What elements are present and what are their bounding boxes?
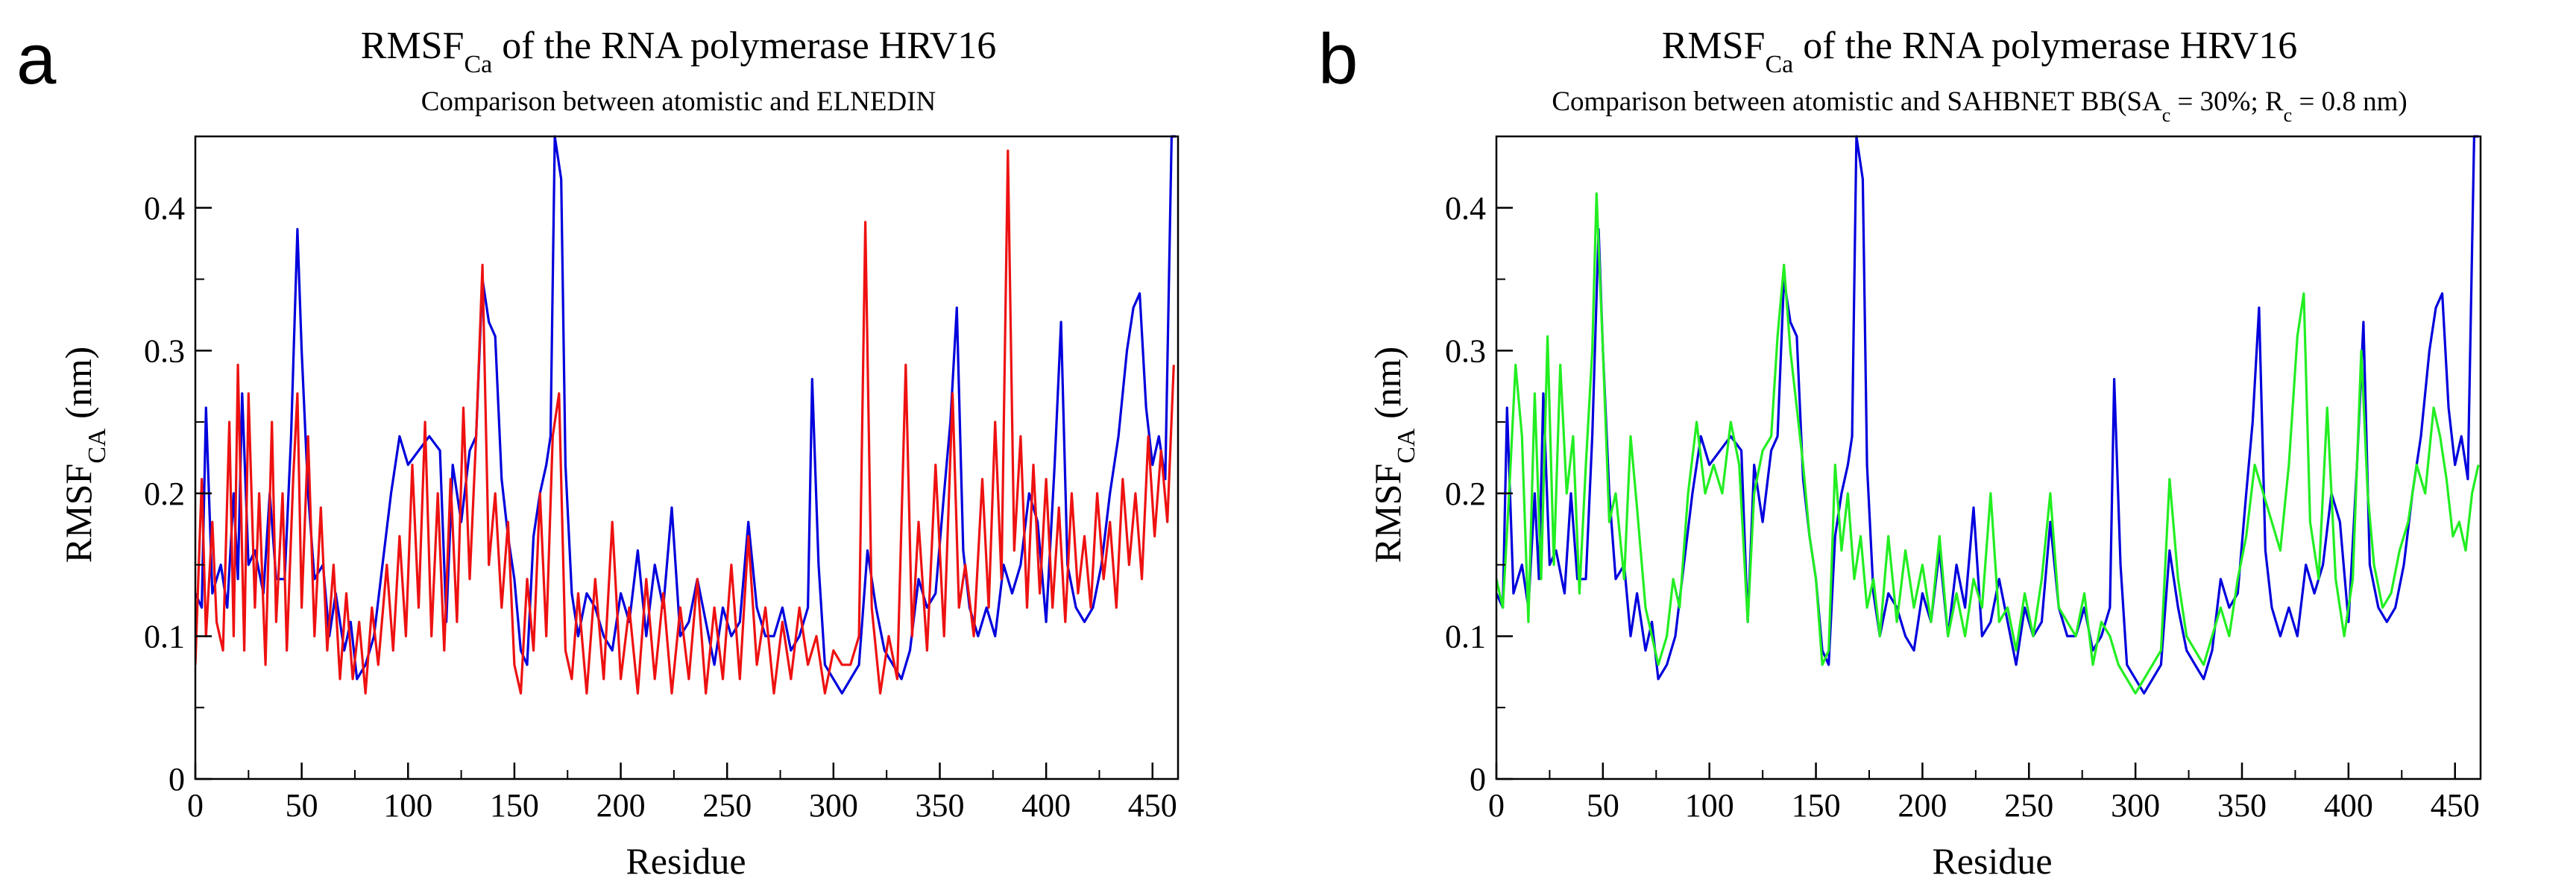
y-axis-label-a: RMSFCA (nm) bbox=[57, 347, 111, 563]
x-tick-label-b: 300 bbox=[2111, 787, 2160, 824]
x-tick-label-b: 200 bbox=[1898, 787, 1947, 824]
subtitle-b: Comparison between atomistic and SAHBNET… bbox=[1552, 86, 2407, 126]
plot-area-a: 0 50 100 150 200 250 300 350 400 450 0 0.1 0.2 0.3 0.4 bbox=[144, 135, 1180, 824]
y-tick-label-a: 0.3 bbox=[144, 332, 185, 369]
panel-letter-b: b bbox=[1318, 19, 1358, 99]
x-tick-label-a: 300 bbox=[809, 787, 858, 824]
x-tick-label-b: 350 bbox=[2217, 787, 2267, 824]
title-a: RMSFCa of the RNA polymerase HRV16 bbox=[361, 25, 997, 78]
x-tick-label-b: 250 bbox=[2004, 787, 2053, 824]
x-tick-label-a: 50 bbox=[286, 787, 318, 824]
x-tick-label-a: 250 bbox=[702, 787, 752, 824]
panel-letter-a: a bbox=[16, 19, 57, 99]
title-b: RMSFCa of the RNA polymerase HRV16 bbox=[1662, 25, 2298, 78]
series-line-b-atomistic bbox=[1496, 135, 2479, 695]
series-line-b-sahbnet-bb bbox=[1496, 192, 2480, 695]
x-tick-label-a: 0 bbox=[187, 787, 204, 824]
x-tick-label-b: 450 bbox=[2431, 787, 2480, 824]
y-tick-label-b: 0.1 bbox=[1445, 618, 1486, 654]
x-tick-label-a: 200 bbox=[596, 787, 646, 824]
y-tick-label-b: 0.2 bbox=[1445, 476, 1486, 512]
x-tick-label-a: 150 bbox=[490, 787, 539, 824]
x-tick-label-b: 400 bbox=[2324, 787, 2373, 824]
x-tick-label-a: 100 bbox=[383, 787, 432, 824]
panel-a: a RMSFCa of the RNA polymerase HRV16 Com… bbox=[16, 19, 1180, 882]
x-axis-label-b: Residue bbox=[1932, 840, 2052, 882]
y-axis-label-b: RMSFCA (nm) bbox=[1367, 347, 1420, 563]
x-tick-label-a: 450 bbox=[1128, 787, 1177, 824]
axes-frame-b bbox=[1495, 135, 2482, 780]
x-tick-label-b: 150 bbox=[1792, 787, 1841, 824]
y-tick-label-a: 0 bbox=[169, 761, 185, 798]
x-tick-label-b: 0 bbox=[1488, 787, 1505, 824]
x-tick-label-a: 350 bbox=[915, 787, 964, 824]
series-line-a-atomistic bbox=[195, 135, 1177, 695]
subtitle-a: Comparison between atomistic and ELNEDIN bbox=[421, 86, 936, 117]
panel-b: b RMSFCa of the RNA polymerase HRV16 Com… bbox=[1318, 19, 2482, 882]
y-tick-label-b: 0 bbox=[1470, 761, 1486, 798]
x-tick-label-a: 400 bbox=[1021, 787, 1071, 824]
x-tick-label-b: 100 bbox=[1685, 787, 1734, 824]
x-axis-label-a: Residue bbox=[626, 840, 746, 882]
y-tick-label-a: 0.2 bbox=[144, 476, 185, 512]
y-tick-label-b: 0.3 bbox=[1445, 332, 1486, 369]
x-tick-label-b: 50 bbox=[1587, 787, 1619, 824]
y-tick-label-a: 0.4 bbox=[144, 190, 185, 227]
y-tick-label-b: 0.4 bbox=[1445, 190, 1486, 227]
axes-frame-a bbox=[194, 135, 1180, 780]
plot-area-b: 0 50 100 150 200 250 300 350 400 450 0 0.1 0.2 0.3 0.4 bbox=[1445, 135, 2482, 824]
series-line-a-elnedin bbox=[195, 149, 1175, 695]
y-tick-label-a: 0.1 bbox=[144, 618, 185, 654]
